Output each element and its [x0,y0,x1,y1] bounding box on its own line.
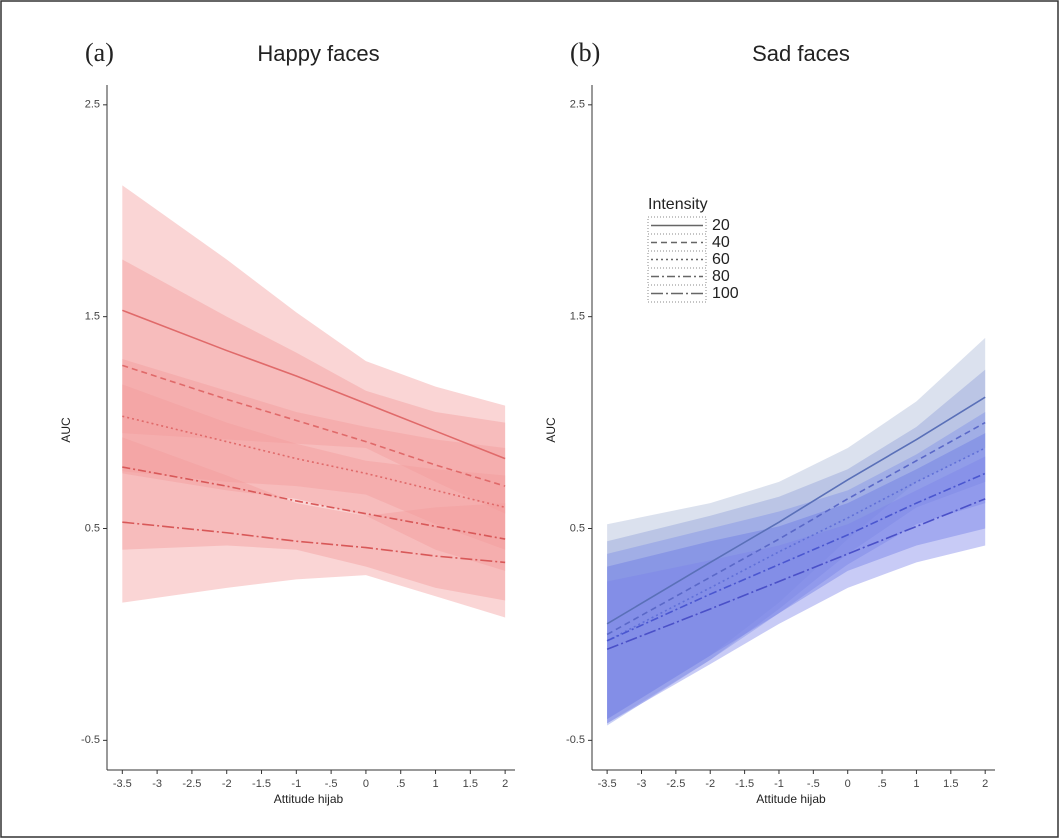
x-tick-label: -1.5 [735,778,754,790]
x-tick-label: 1 [913,778,919,790]
x-tick-label: -3 [637,778,647,790]
x-tick-label: 2 [982,778,988,790]
x-tick-label: -.5 [807,778,820,790]
x-tick-label: -3.5 [598,778,617,790]
trend-line [122,521,506,564]
x-tick-label: 1.5 [463,778,478,790]
confidence-band [607,337,986,720]
confidence-band [122,437,506,618]
x-tick-label: .5 [396,778,405,790]
confidence-band [607,433,986,720]
trend-line [122,364,506,487]
legend-label: 60 [712,251,730,268]
x-tick-label: -2 [222,778,232,790]
y-tick-label: -0.5 [81,734,100,746]
confidence-band [122,384,506,601]
chart-title: Happy faces [257,41,379,66]
x-tick-label: 0 [363,778,369,790]
x-tick-label: 2 [502,778,508,790]
y-tick-label: 2.5 [570,99,585,111]
x-axis-label: Attitude hijab [274,792,344,806]
y-tick-label: 2.5 [85,99,100,111]
trend-line [606,498,986,650]
trend-line [606,447,986,642]
x-tick-label: -2 [705,778,715,790]
legend-key [647,267,707,286]
panel-label: (a) [85,38,114,67]
confidence-band [122,259,506,550]
x-tick-label: 1.5 [943,778,958,790]
trend-line [606,396,986,625]
x-axis-label: Attitude hijab [756,792,826,806]
y-axis-label: AUC [59,417,73,443]
chart-title: Sad faces [752,41,850,66]
x-tick-label: -1 [291,778,301,790]
trend-line [606,472,986,642]
confidence-band [122,359,506,571]
legend-label: 20 [712,217,730,234]
confidence-band [607,369,986,724]
trend-line [122,466,506,540]
x-tick-label: -3 [152,778,162,790]
confidence-band [607,411,986,726]
y-axis-label: AUC [544,417,558,443]
y-tick-label: 0.5 [570,522,585,534]
y-tick-label: 1.5 [85,311,100,323]
x-tick-label: .5 [877,778,886,790]
confidence-band [122,185,506,514]
confidence-band [607,456,986,724]
y-tick-label: 0.5 [85,522,100,534]
legend-label: 40 [712,234,730,251]
x-tick-label: -1.5 [252,778,271,790]
x-tick-label: 1 [432,778,438,790]
x-tick-label: 0 [845,778,851,790]
x-tick-label: -3.5 [113,778,132,790]
legend-title: Intensity [648,196,708,213]
x-tick-label: -1 [774,778,784,790]
y-tick-label: -0.5 [566,734,585,746]
x-tick-label: -.5 [325,778,338,790]
legend-label: 100 [712,285,739,302]
x-tick-label: -2.5 [182,778,201,790]
trend-line [122,309,506,460]
panel-label: (b) [570,38,600,67]
legend-label: 80 [712,268,730,285]
x-tick-label: -2.5 [666,778,685,790]
y-tick-label: 1.5 [570,311,585,323]
